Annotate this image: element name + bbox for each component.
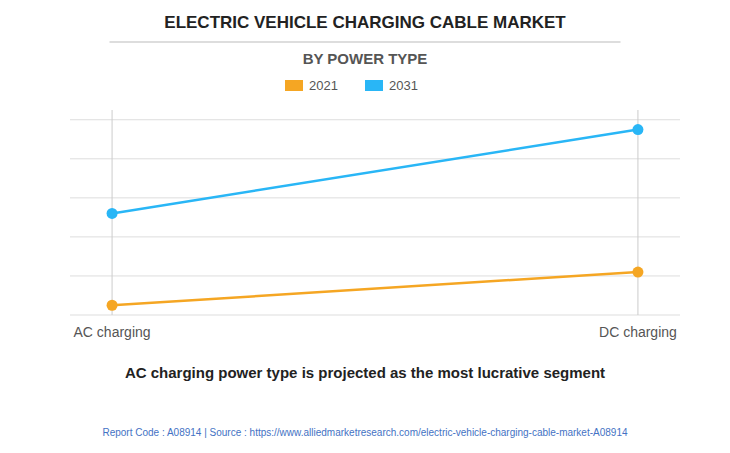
series-line — [112, 130, 638, 214]
x-tick-label: AC charging — [74, 324, 151, 340]
grid-line — [70, 236, 680, 237]
point — [107, 300, 118, 311]
x-tick-label: DC charging — [599, 324, 677, 340]
chart: ELECTRIC VEHICLE CHARGING CABLE MARKET BY… — [0, 0, 730, 453]
title: ELECTRIC VEHICLE CHARGING CABLE MARKET — [164, 13, 566, 32]
caption: AC charging power type is projected as t… — [125, 364, 605, 381]
point — [632, 267, 643, 278]
grid-line — [70, 119, 680, 120]
legend-swatch — [365, 80, 383, 91]
grid-line — [70, 197, 680, 198]
grid-line — [70, 315, 680, 316]
series-line — [112, 272, 638, 305]
legend: 2021 2031 — [285, 78, 418, 93]
footer: Report Code : A08914 | Source : https://… — [102, 427, 628, 438]
grid-line — [70, 158, 680, 159]
legend-swatch — [285, 80, 303, 91]
point — [107, 208, 118, 219]
grid — [70, 110, 680, 315]
series-group — [107, 124, 644, 311]
title-rule — [110, 42, 621, 43]
legend-label: 2031 — [389, 78, 418, 93]
legend-label: 2021 — [309, 78, 338, 93]
category-line — [637, 110, 638, 315]
subtitle: BY POWER TYPE — [303, 50, 428, 67]
point — [632, 124, 643, 135]
